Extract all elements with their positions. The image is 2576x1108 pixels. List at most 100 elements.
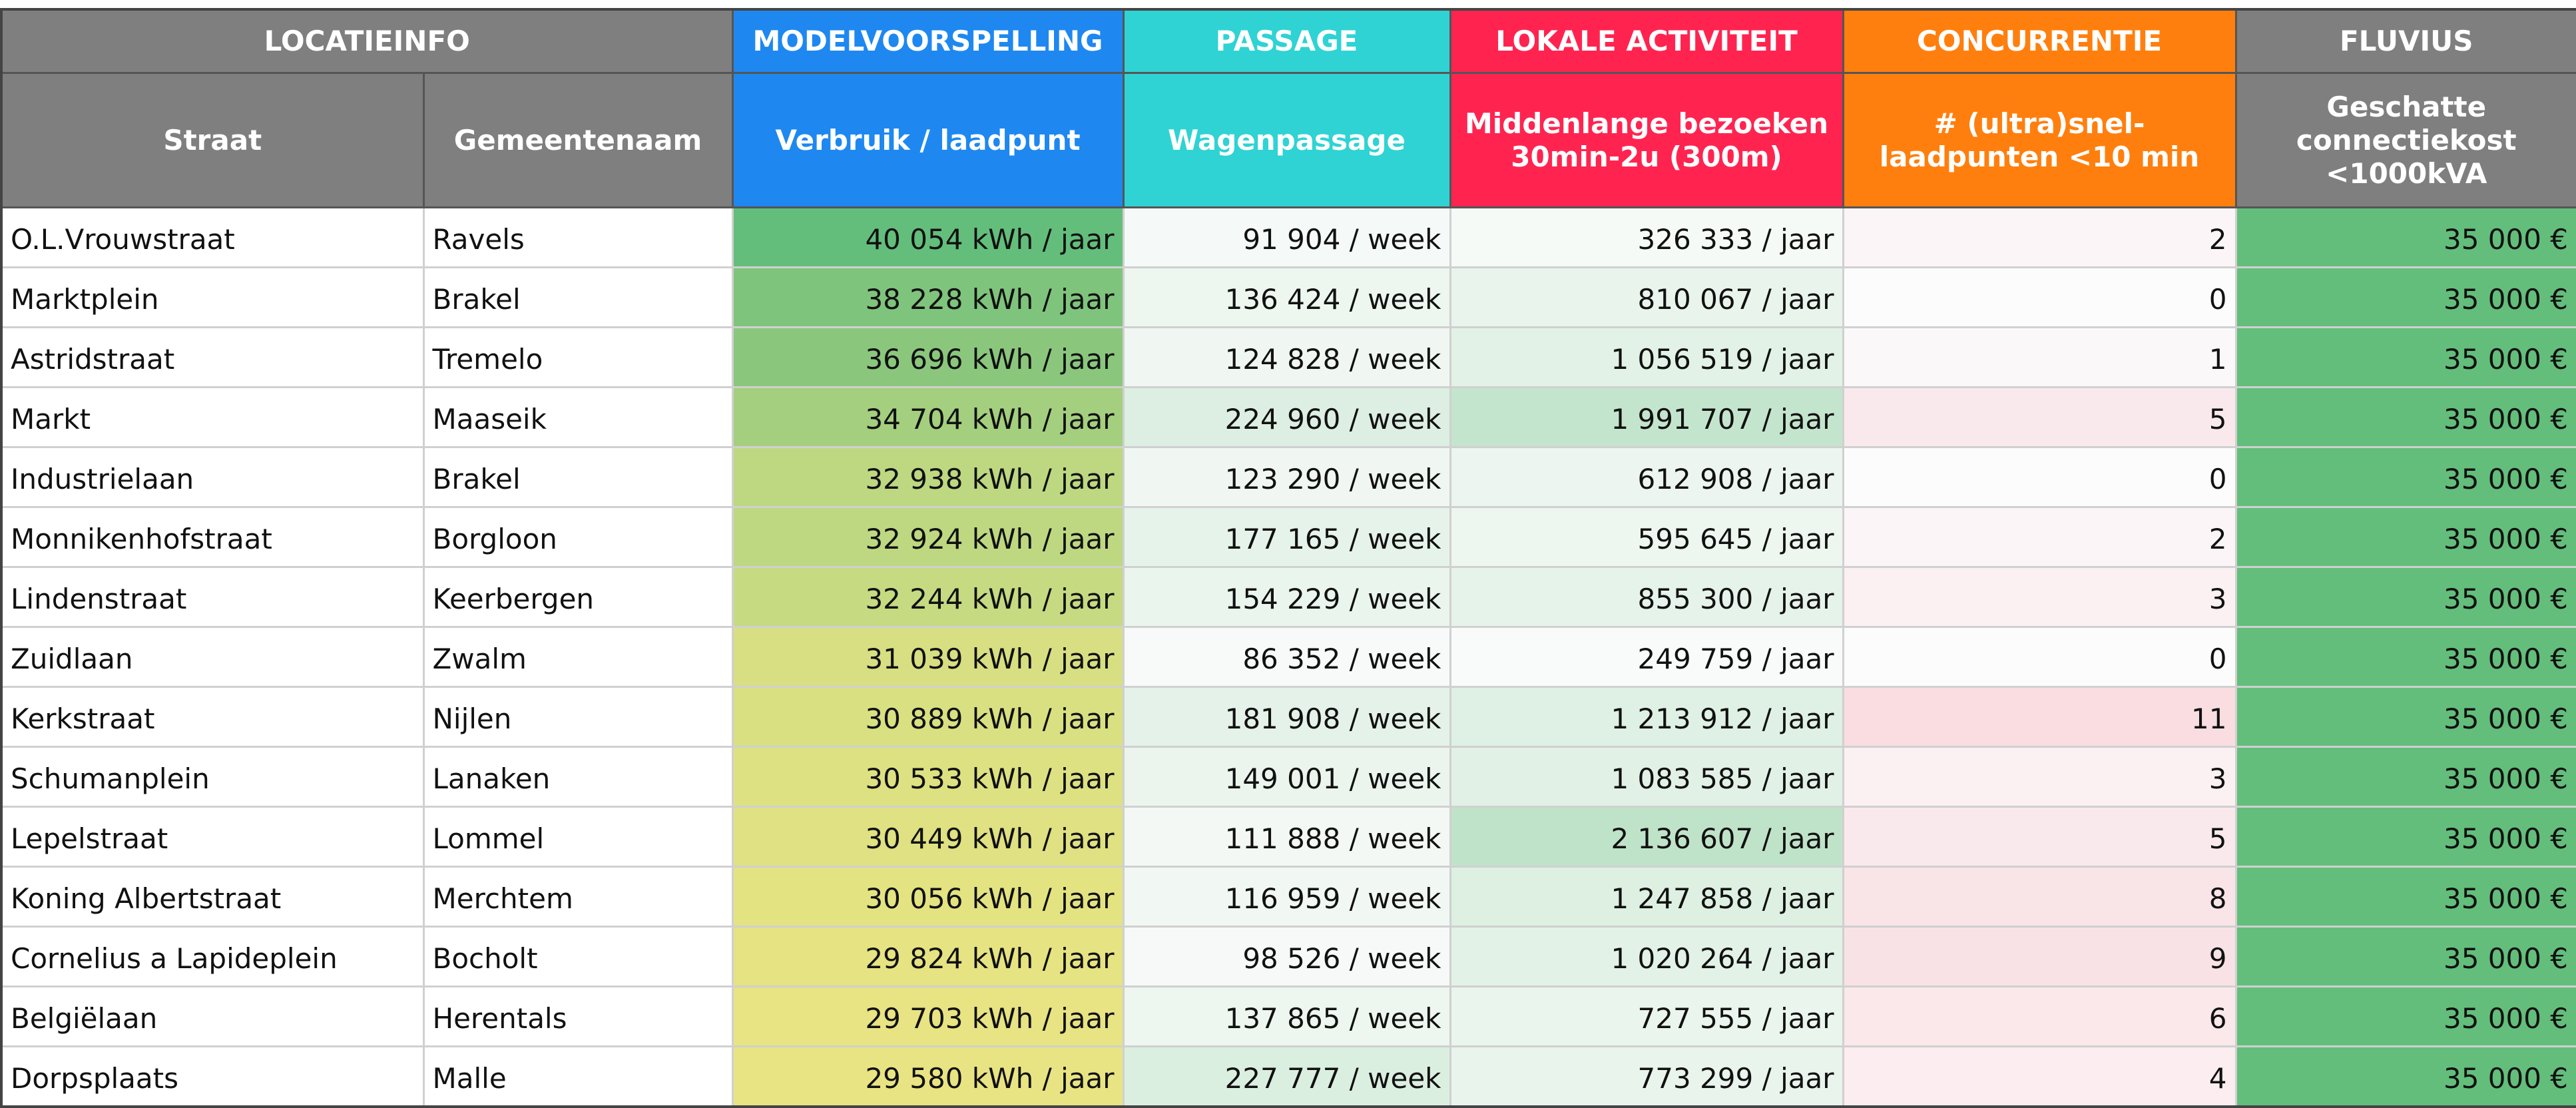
table-cell: 91 904 / week (1122, 206, 1451, 268)
table-row: Koning Albertstraat Merchtem 30 056 kWh / … (0, 866, 2576, 928)
table-cell: 3 (1842, 746, 2237, 808)
table-cell: Borgloon (422, 506, 734, 568)
table-row: Schumanplein Lanaken 30 533 kWh / jaar 149 … (0, 746, 2576, 808)
table-cell: Lepelstraat (0, 806, 425, 868)
table-row: Kerkstraat Nijlen 30 889 kWh / jaar 181 908… (0, 686, 2576, 748)
table-cell: Cornelius a Lapideplein (0, 926, 425, 987)
table-cell: 34 704 kWh / jaar (731, 386, 1125, 448)
table-row: Lindenstraat Keerbergen 32 244 kWh / jaar 1… (0, 566, 2576, 628)
table-cell: 29 580 kWh / jaar (731, 1045, 1125, 1108)
table-cell: 86 352 / week (1122, 626, 1451, 688)
table-cell: 1 213 912 / jaar (1449, 686, 1844, 748)
table-cell: 35 000 € (2234, 266, 2576, 328)
table-cell: Belgiëlaan (0, 985, 425, 1047)
table-cell: 227 777 / week (1122, 1045, 1451, 1108)
table-cell: 98 526 / week (1122, 926, 1451, 987)
table-cell: 224 960 / week (1122, 386, 1451, 448)
table-cell: 35 000 € (2234, 926, 2576, 987)
column-header: Middenlange bezoeken 30min-2u (300m) (1449, 72, 1844, 208)
table-cell: Malle (422, 1045, 734, 1108)
table-cell: 35 000 € (2234, 806, 2576, 868)
table-cell: 124 828 / week (1122, 326, 1451, 388)
table-cell: 35 000 € (2234, 626, 2576, 688)
group-header: LOKALE ACTIVITEIT (1449, 8, 1844, 74)
table-cell: 595 645 / jaar (1449, 506, 1844, 568)
table-cell: Tremelo (422, 326, 734, 388)
table-cell: 30 889 kWh / jaar (731, 686, 1125, 748)
table-row: Cornelius a Lapideplein Bocholt 29 824 kWh… (0, 926, 2576, 987)
table-cell: 35 000 € (2234, 1045, 2576, 1108)
table-cell: 612 908 / jaar (1449, 446, 1844, 508)
table-cell: 4 (1842, 1045, 2237, 1108)
data-table: LOCATIEINFO MODELVOORSPELLING PASSAGE LOKAL… (0, 8, 2576, 1108)
table-cell: 773 299 / jaar (1449, 1045, 1844, 1108)
table-cell: 35 000 € (2234, 386, 2576, 448)
table-cell: 177 165 / week (1122, 506, 1451, 568)
table-cell: 5 (1842, 806, 2237, 868)
table-cell: 30 449 kWh / jaar (731, 806, 1125, 868)
table-cell: Brakel (422, 266, 734, 328)
table-row: Industrielaan Brakel 32 938 kWh / jaar 123 … (0, 446, 2576, 508)
column-header-row: Straat Gemeentenaam Verbruik / laadpunt Wag… (0, 72, 2576, 208)
table-cell: 116 959 / week (1122, 866, 1451, 928)
table-cell: Dorpsplaats (0, 1045, 425, 1108)
table-cell: 1 991 707 / jaar (1449, 386, 1844, 448)
table-cell: 154 229 / week (1122, 566, 1451, 628)
table-cell: 1 (1842, 326, 2237, 388)
group-header-row: LOCATIEINFO MODELVOORSPELLING PASSAGE LOKAL… (0, 8, 2576, 74)
table-container: LOCATIEINFO MODELVOORSPELLING PASSAGE LOKAL… (0, 8, 2576, 1108)
table-cell: 149 001 / week (1122, 746, 1451, 808)
table-cell: 35 000 € (2234, 326, 2576, 388)
table-cell: 855 300 / jaar (1449, 566, 1844, 628)
table-cell: 30 533 kWh / jaar (731, 746, 1125, 808)
table-cell: Keerbergen (422, 566, 734, 628)
table-cell: 2 (1842, 206, 2237, 268)
group-header: MODELVOORSPELLING (731, 8, 1125, 74)
table-cell: 2 (1842, 506, 2237, 568)
table-cell: Kerkstraat (0, 686, 425, 748)
table-cell: Monnikenhofstraat (0, 506, 425, 568)
table-cell: 0 (1842, 446, 2237, 508)
table-cell: 35 000 € (2234, 566, 2576, 628)
table-cell: 32 244 kWh / jaar (731, 566, 1125, 628)
group-header: CONCURRENTIE (1842, 8, 2237, 74)
table-cell: 35 000 € (2234, 446, 2576, 508)
table-cell: Bocholt (422, 926, 734, 987)
column-header: Straat (0, 72, 425, 208)
table-cell: Lindenstraat (0, 566, 425, 628)
table-cell: Industrielaan (0, 446, 425, 508)
table-cell: 181 908 / week (1122, 686, 1451, 748)
table-cell: 35 000 € (2234, 506, 2576, 568)
table-cell: Zuidlaan (0, 626, 425, 688)
table-cell: 6 (1842, 985, 2237, 1047)
column-header: Geschatte connectiekost <1000kVA (2234, 72, 2576, 208)
table-row: Monnikenhofstraat Borgloon 32 924 kWh / ja… (0, 506, 2576, 568)
table-cell: 0 (1842, 626, 2237, 688)
table-cell: Lommel (422, 806, 734, 868)
table-cell: Lanaken (422, 746, 734, 808)
table-cell: 35 000 € (2234, 866, 2576, 928)
table-cell: 810 067 / jaar (1449, 266, 1844, 328)
table-cell: 9 (1842, 926, 2237, 987)
table-cell: 8 (1842, 866, 2237, 928)
column-header: # (ultra)snel-laadpunten <10 min (1842, 72, 2237, 208)
table-row: Belgiëlaan Herentals 29 703 kWh / jaar 137 … (0, 985, 2576, 1047)
table-cell: 111 888 / week (1122, 806, 1451, 868)
table-cell: 38 228 kWh / jaar (731, 266, 1125, 328)
table-cell: 1 056 519 / jaar (1449, 326, 1844, 388)
table-cell: 326 333 / jaar (1449, 206, 1844, 268)
group-header: FLUVIUS (2234, 8, 2576, 74)
table-cell: 32 924 kWh / jaar (731, 506, 1125, 568)
group-header: LOCATIEINFO (0, 8, 734, 74)
table-cell: 36 696 kWh / jaar (731, 326, 1125, 388)
table-row: Astridstraat Tremelo 36 696 kWh / jaar 124 … (0, 326, 2576, 388)
column-header: Wagenpassage (1122, 72, 1451, 208)
table-cell: 40 054 kWh / jaar (731, 206, 1125, 268)
table-cell: 29 824 kWh / jaar (731, 926, 1125, 987)
table-cell: 29 703 kWh / jaar (731, 985, 1125, 1047)
table-cell: Ravels (422, 206, 734, 268)
table-cell: 137 865 / week (1122, 985, 1451, 1047)
table-cell: Nijlen (422, 686, 734, 748)
table-cell: 123 290 / week (1122, 446, 1451, 508)
